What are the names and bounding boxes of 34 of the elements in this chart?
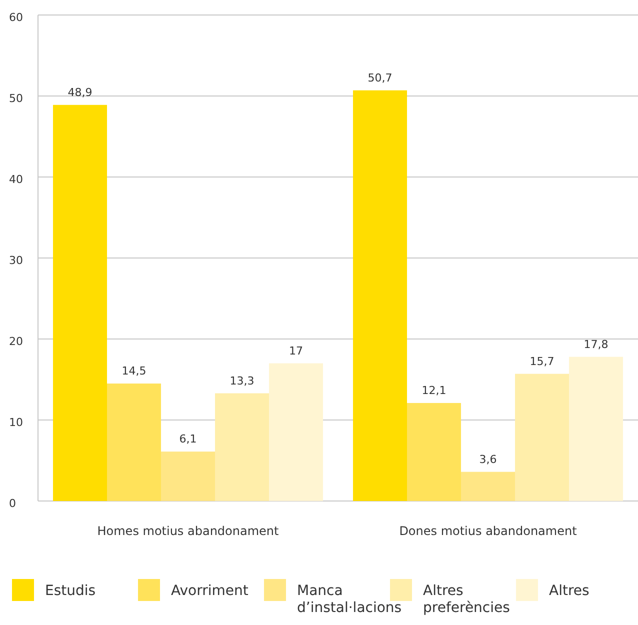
bar (407, 402, 461, 501)
data-label: 3,6 (479, 452, 497, 466)
data-label: 48,9 (68, 86, 92, 99)
data-label: 13,3 (230, 374, 254, 388)
bar (107, 384, 161, 501)
data-label: 17 (289, 344, 303, 358)
legend-label: Estudis (45, 583, 96, 599)
bar (353, 90, 407, 501)
data-label: 12,1 (422, 384, 446, 397)
y-tick-label: 30 (9, 254, 23, 267)
bar (515, 374, 569, 501)
x-tick-label: Dones motius abandonament (399, 524, 578, 538)
y-tick-label: 0 (9, 497, 16, 510)
bar (215, 393, 269, 501)
data-label: 50,7 (368, 71, 392, 84)
bar (161, 452, 215, 501)
data-label: 17,8 (584, 338, 608, 351)
data-label: 15,7 (530, 354, 554, 368)
y-tick-label: 40 (9, 173, 23, 186)
bar (269, 363, 323, 501)
y-tick-label: 20 (9, 335, 23, 348)
bar (53, 104, 107, 501)
legend-label: Altres preferències (423, 583, 510, 616)
y-tick-label: 10 (9, 416, 23, 429)
x-tick-label: Homes motius abandonament (97, 524, 280, 538)
data-label: 6,1 (179, 432, 197, 446)
data-label: 14,5 (122, 364, 146, 378)
legend-label: Avorriment (171, 583, 249, 599)
y-tick-label: 50 (9, 92, 23, 105)
bar (569, 356, 623, 501)
y-tick-label: 60 (9, 11, 23, 24)
bar (461, 472, 515, 501)
legend-label: Altres (549, 583, 590, 599)
legend-label: Manca d’instal·lacions (297, 583, 402, 616)
